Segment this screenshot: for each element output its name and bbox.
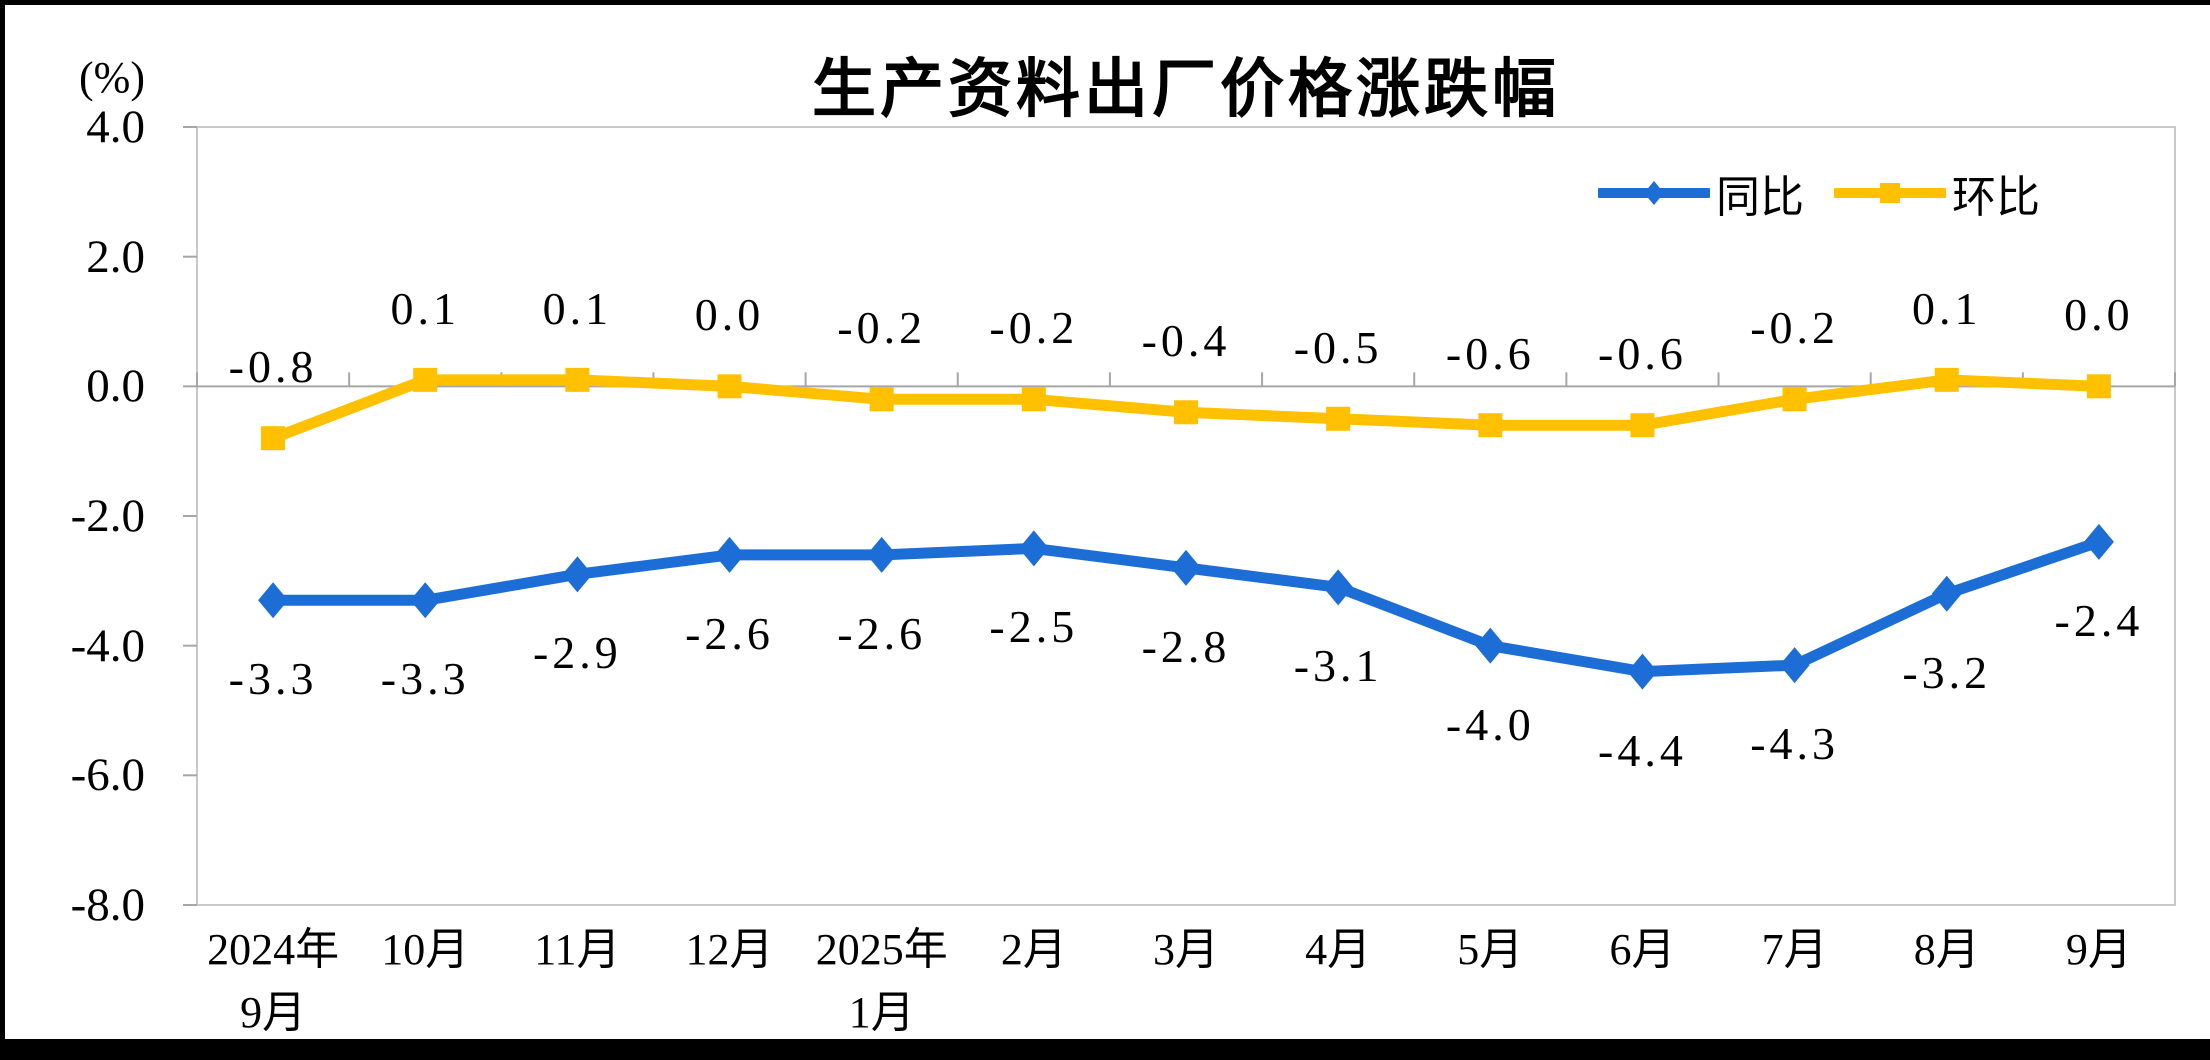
data-label-mom: -0.5 <box>1293 321 1383 373</box>
legend-swatch-yoy <box>1598 181 1710 205</box>
plot-border <box>196 126 2176 906</box>
y-axis-tick-label: 0.0 <box>86 360 145 413</box>
x-axis-tick-label: 7月 <box>1761 925 1828 974</box>
mom-marker <box>261 426 286 451</box>
y-axis-tick-label: 2.0 <box>86 230 145 283</box>
mom-marker <box>1630 413 1655 438</box>
data-label-mom: -0.6 <box>1598 328 1687 380</box>
data-label-mom: 0.1 <box>542 282 613 334</box>
data-label-mom: 0.0 <box>2064 289 2134 341</box>
data-label-yoy: -2.6 <box>685 607 774 659</box>
x-axis-tick-label: 12月 <box>685 925 774 974</box>
y-axis-unit-label: (%) <box>79 53 145 102</box>
x-axis-tick-label: 9月 <box>2065 925 2132 974</box>
yoy-marker <box>1475 627 1506 664</box>
yoy-marker <box>2083 523 2114 560</box>
x-axis-tick-label: 10月 <box>381 925 470 974</box>
mom-marker <box>413 367 438 392</box>
data-label-yoy: -2.4 <box>2054 594 2144 646</box>
data-label-mom: -0.2 <box>989 302 1079 354</box>
mom-marker <box>2086 374 2111 399</box>
yoy-marker <box>1779 647 1810 684</box>
yoy-marker <box>1931 575 1962 612</box>
data-label-yoy: -3.3 <box>228 653 318 705</box>
data-label-yoy: -3.2 <box>1902 646 1992 698</box>
yoy-marker <box>562 556 593 593</box>
mom-marker <box>565 367 590 392</box>
yoy-marker <box>258 582 289 619</box>
y-axis-tick-label: 4.0 <box>86 101 145 153</box>
yoy-marker <box>1323 569 1354 606</box>
y-axis-tick-label: -8.0 <box>70 879 145 931</box>
yoy-marker <box>1171 549 1201 586</box>
mom-marker <box>1782 387 1807 412</box>
mom-marker <box>869 387 894 412</box>
data-label-mom: 0.1 <box>1912 282 1982 334</box>
x-axis-tick-label: 11月 <box>534 925 621 974</box>
mom-marker <box>1934 367 1959 392</box>
legend-swatch-mom <box>1834 183 1946 203</box>
data-label-mom: -0.6 <box>1445 328 1535 380</box>
x-axis-tick-label: 2月 <box>1000 925 1067 974</box>
mom-marker <box>1174 400 1198 425</box>
x-axis-tick-label: 3月 <box>1153 925 1219 974</box>
y-axis-tick-label: -6.0 <box>70 749 145 802</box>
mom-marker <box>1478 413 1503 438</box>
data-label-mom: -0.2 <box>1750 302 1840 354</box>
data-label-yoy: -2.6 <box>837 607 927 659</box>
data-label-mom: -0.8 <box>228 341 318 393</box>
x-axis-tick-label: 2025年 1月 <box>815 925 948 1037</box>
legend: 同比 环比 <box>1598 165 2040 222</box>
yoy-marker <box>1627 653 1658 690</box>
y-axis-tick-label: -2.0 <box>70 490 145 542</box>
yoy-marker <box>866 536 897 573</box>
yoy-marker <box>410 582 441 619</box>
x-axis-tick-label: 4月 <box>1305 925 1372 974</box>
mom-marker <box>1021 387 1046 412</box>
data-label-yoy: -3.3 <box>380 653 470 705</box>
legend-item-mom: 环比 <box>1834 161 2040 225</box>
legend-label-mom: 环比 <box>1952 173 2040 222</box>
chart-canvas <box>5 5 2210 1039</box>
x-axis-tick-label: 8月 <box>1913 925 1980 974</box>
mom-marker <box>717 374 742 399</box>
data-label-yoy: -4.4 <box>1598 724 1687 776</box>
data-label-yoy: -3.1 <box>1293 640 1383 692</box>
mom-marker <box>1326 406 1351 431</box>
data-label-yoy: -4.0 <box>1445 698 1535 750</box>
data-label-mom: 0.1 <box>390 282 460 334</box>
data-label-yoy: -4.3 <box>1750 718 1840 770</box>
y-axis-tick-label: -4.0 <box>70 619 145 672</box>
legend-label-yoy: 同比 <box>1716 173 1804 222</box>
x-axis-tick-label: 5月 <box>1457 925 1524 974</box>
data-label-mom: 0.0 <box>694 289 765 341</box>
yoy-marker <box>714 536 745 573</box>
x-axis-tick-label: 6月 <box>1609 925 1676 974</box>
legend-item-yoy: 同比 <box>1598 161 1804 225</box>
data-label-mom: -0.2 <box>837 302 927 354</box>
data-label-mom: -0.4 <box>1141 315 1231 367</box>
data-label-yoy: -2.9 <box>532 627 622 679</box>
x-axis-tick-label: 2024年 9月 <box>207 925 340 1037</box>
data-label-yoy: -2.8 <box>1141 620 1231 672</box>
yoy-marker <box>1018 530 1049 567</box>
chart-title: 生产资料出厂价格涨跌幅 <box>812 53 1560 125</box>
data-label-yoy: -2.5 <box>989 601 1079 653</box>
